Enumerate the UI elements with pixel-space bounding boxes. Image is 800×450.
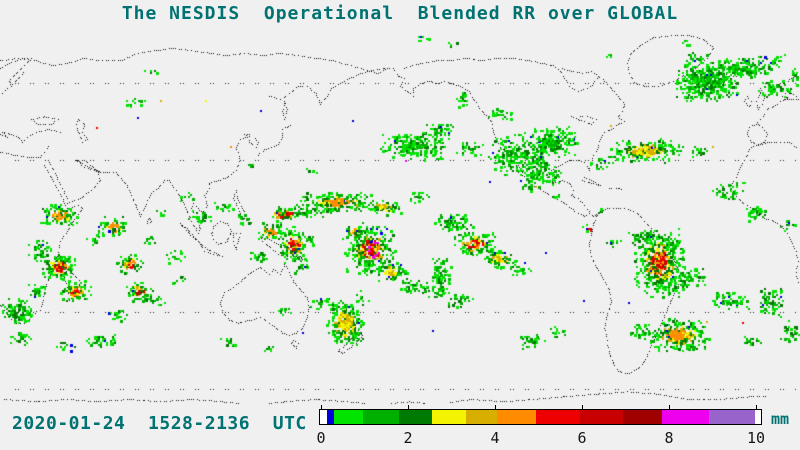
colorbar-tick-label: 8 [664,429,674,447]
page-title: The NESDIS Operational Blended RR over G… [121,3,679,24]
colorbar-tick-label: 6 [577,429,587,447]
colorbar-segment [661,410,709,424]
colorbar-segment [536,410,581,424]
colorbar-segment [333,410,363,424]
colorbar-tick [408,405,409,410]
colorbar-segment [320,410,328,424]
colorbar-tick [495,405,496,410]
colorbar-segment [580,410,624,424]
rain-rate-colorbar [319,409,762,425]
colorbar-segment [399,410,433,424]
colorbar-segment [754,410,761,424]
colorbar-tick [669,405,670,410]
colorbar-tick-label: 4 [490,429,500,447]
colorbar-tick [756,405,757,410]
colorbar-segment [623,410,662,424]
colorbar-tick [582,405,583,410]
colorbar-segment [432,410,467,424]
colorbar-tick-label: 2 [403,429,413,447]
colorbar-segment [466,410,497,424]
colorbar-segment [327,410,334,424]
colorbar-tick [321,405,322,410]
colorbar-segment [362,410,400,424]
timestamp-label: 2020-01-24 1528-2136 UTC [12,413,307,434]
colorbar-unit-label: mm [771,410,790,428]
colorbar-segment [496,410,537,424]
colorbar-tick-label: 0 [316,429,326,447]
colorbar-segment [708,410,755,424]
colorbar-tick-label: 10 [746,429,766,447]
